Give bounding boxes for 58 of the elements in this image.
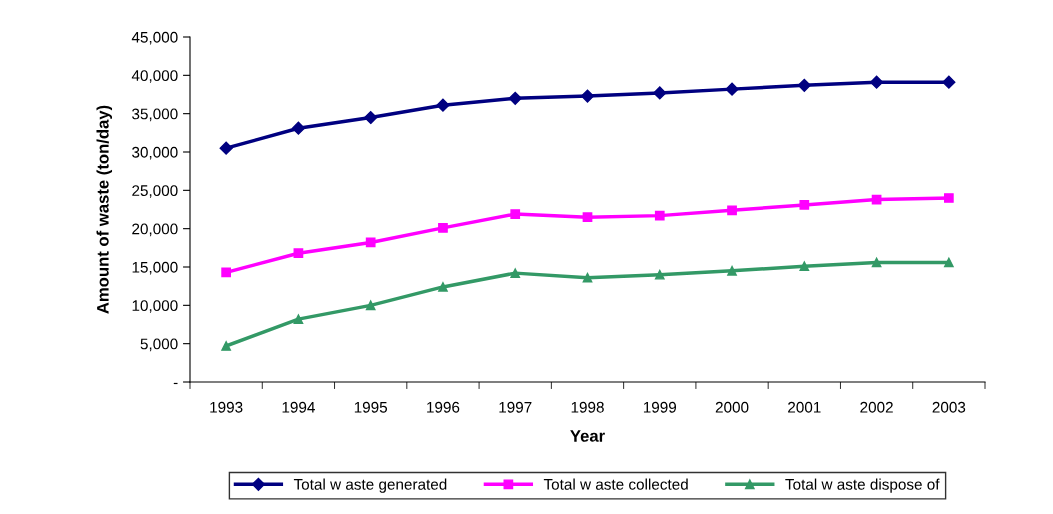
point: [799, 261, 810, 272]
point: [508, 91, 522, 105]
x-tick-label: 2001: [788, 401, 821, 413]
point: [510, 268, 521, 278]
point: [365, 300, 376, 311]
point: [582, 212, 593, 223]
y-tick-label: 35,000: [132, 108, 178, 122]
point: [438, 223, 448, 233]
legend-label: Total w aste generated: [293, 478, 447, 493]
y-axis-title: Amount of waste (ton/day): [96, 105, 113, 314]
y-tick-label: 10,000: [132, 300, 178, 313]
point: [582, 272, 593, 283]
x-tick-label: 1994: [282, 401, 315, 413]
point: [364, 110, 378, 125]
point: [725, 82, 739, 96]
point: [799, 200, 810, 210]
x-tick-label: 1998: [571, 401, 604, 413]
x-tick-label: 1997: [499, 401, 532, 413]
x-tick-label: 1993: [210, 401, 243, 413]
y-tick-label: 25,000: [132, 185, 178, 198]
y-tick-label: 5,000: [140, 338, 178, 352]
point: [727, 205, 737, 216]
y-tick-label: 15,000: [132, 261, 178, 275]
x-tick-label: 1996: [427, 401, 460, 413]
point: [219, 141, 233, 155]
legend-label: Total w aste dispose of: [785, 478, 940, 493]
point: [871, 257, 882, 268]
x-tick-label: 1995: [354, 401, 388, 413]
point: [365, 237, 376, 248]
point: [291, 121, 305, 135]
point: [221, 267, 231, 278]
point: [293, 248, 304, 259]
x-tick-label: 2000: [715, 401, 749, 413]
legend-label: Total w aste collected: [543, 478, 688, 490]
point: [944, 257, 954, 268]
y-tick-label: 45,000: [131, 31, 178, 45]
point: [510, 209, 521, 219]
point: [221, 341, 231, 351]
point: [654, 210, 665, 221]
point: [436, 98, 450, 112]
x-tick-label: 1999: [643, 401, 677, 413]
point: [438, 282, 448, 292]
point: [727, 265, 737, 276]
y-tick-label: 40,000: [131, 70, 178, 83]
point: [580, 89, 595, 103]
y-tick-label: -: [173, 382, 178, 385]
x-axis-title: Year: [570, 430, 605, 442]
x-tick-label: 2002: [860, 401, 893, 413]
point: [654, 269, 665, 280]
point: [944, 193, 954, 203]
point: [653, 86, 667, 100]
point: [942, 75, 956, 89]
x-tick-label: 2003: [932, 401, 966, 413]
point: [797, 78, 811, 92]
point: [870, 75, 884, 89]
y-tick-label: 30,000: [132, 146, 178, 160]
y-tick-label: 20,000: [132, 223, 178, 237]
point: [293, 314, 304, 324]
